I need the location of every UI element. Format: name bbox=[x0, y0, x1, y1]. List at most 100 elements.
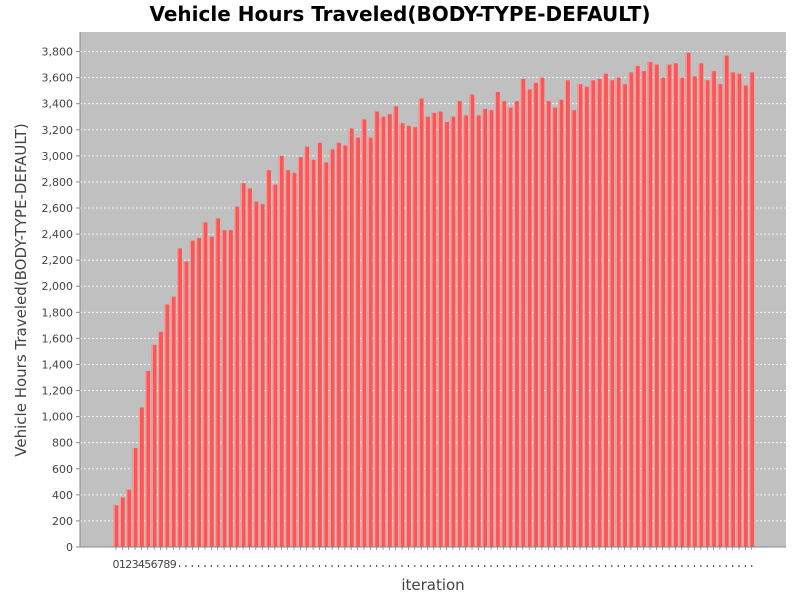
x-tick-label-truncated bbox=[655, 565, 657, 567]
bar bbox=[266, 170, 271, 548]
bar bbox=[533, 82, 538, 548]
y-tick-label: 2,000 bbox=[42, 280, 74, 293]
x-tick-label-truncated bbox=[522, 565, 524, 567]
bars bbox=[113, 52, 755, 548]
bar bbox=[113, 505, 119, 547]
x-tick-label-truncated bbox=[299, 565, 301, 567]
x-tick-label-truncated bbox=[306, 565, 308, 567]
x-tick-label: 3 bbox=[132, 558, 139, 571]
x-tick-label-truncated bbox=[198, 565, 200, 567]
x-tick-label-truncated bbox=[426, 565, 429, 567]
x-tick-label-truncated bbox=[407, 565, 410, 567]
bar bbox=[145, 370, 151, 547]
bar bbox=[355, 137, 360, 547]
x-tick-label-truncated bbox=[223, 565, 225, 567]
bar bbox=[584, 86, 589, 547]
bar bbox=[247, 188, 252, 548]
bar bbox=[507, 107, 513, 548]
bar bbox=[698, 63, 704, 547]
x-tick-label-truncated bbox=[636, 565, 638, 567]
bar bbox=[526, 89, 532, 547]
x-tick-label-truncated bbox=[585, 565, 588, 567]
bar bbox=[272, 184, 278, 547]
bar bbox=[520, 78, 526, 547]
x-tick-label: 1 bbox=[119, 558, 126, 571]
x-tick-label-truncated bbox=[318, 565, 321, 567]
x-tick-label-truncated bbox=[255, 565, 257, 567]
bar bbox=[450, 116, 456, 548]
x-tick-label-truncated bbox=[732, 565, 734, 567]
bar bbox=[622, 84, 627, 547]
x-tick-label-truncated bbox=[623, 565, 626, 567]
y-tick-label: 2,800 bbox=[42, 176, 74, 189]
bar bbox=[469, 94, 475, 547]
x-tick-label-truncated bbox=[401, 565, 403, 567]
x-tick-label-truncated bbox=[369, 565, 371, 567]
x-tick-label-truncated bbox=[420, 565, 422, 567]
bar bbox=[386, 114, 392, 547]
bar bbox=[253, 201, 259, 548]
bar bbox=[406, 125, 411, 548]
x-tick-label-truncated bbox=[662, 565, 664, 567]
bar bbox=[304, 146, 310, 547]
bar bbox=[431, 112, 437, 547]
y-tick-label: 3,200 bbox=[42, 124, 74, 137]
bar bbox=[495, 91, 500, 548]
y-tick-label: 3,000 bbox=[42, 150, 74, 163]
x-tick-label-truncated bbox=[560, 565, 562, 567]
bar bbox=[736, 73, 742, 547]
x-tick-label-truncated bbox=[611, 565, 613, 567]
x-tick-label-truncated bbox=[293, 565, 295, 567]
x-tick-label: 7 bbox=[157, 558, 164, 571]
bar bbox=[151, 344, 157, 547]
x-tick-label-truncated bbox=[376, 565, 378, 567]
x-tick-label-truncated bbox=[344, 565, 346, 567]
y-axis-label: Vehicle Hours Traveled(BODY-TYPE-DEFAULT… bbox=[12, 123, 30, 456]
bar bbox=[653, 64, 659, 547]
bar bbox=[393, 106, 399, 547]
y-tick-label: 1,000 bbox=[42, 411, 74, 424]
x-tick-label-truncated bbox=[598, 565, 600, 567]
bar bbox=[297, 157, 303, 547]
bar bbox=[215, 218, 221, 547]
x-tick-label-truncated bbox=[751, 565, 753, 567]
bar bbox=[545, 101, 551, 548]
bar bbox=[221, 230, 227, 547]
x-tick-label-truncated bbox=[693, 565, 696, 567]
x-tick-label-truncated bbox=[592, 565, 594, 567]
x-tick-label-truncated bbox=[515, 565, 518, 567]
x-tick-label-truncated bbox=[668, 565, 670, 567]
bar bbox=[259, 204, 265, 548]
bar bbox=[412, 127, 418, 547]
x-tick-label-truncated bbox=[242, 565, 244, 567]
x-tick-label-truncated bbox=[604, 565, 607, 567]
bar bbox=[399, 123, 405, 548]
bar bbox=[634, 65, 640, 547]
x-tick-label-truncated bbox=[477, 565, 479, 567]
bar bbox=[342, 145, 348, 548]
bar bbox=[647, 61, 653, 548]
bar bbox=[730, 72, 736, 547]
x-tick-label-truncated bbox=[248, 565, 251, 567]
bar bbox=[126, 489, 132, 547]
x-tick-label-truncated bbox=[433, 565, 435, 567]
bar bbox=[596, 78, 602, 547]
bar bbox=[278, 155, 284, 547]
bar bbox=[437, 111, 443, 547]
bar bbox=[336, 142, 341, 547]
x-tick-label-truncated bbox=[528, 565, 530, 567]
bar bbox=[660, 77, 666, 548]
bar bbox=[132, 447, 138, 547]
bar bbox=[723, 55, 729, 547]
x-tick-label-truncated bbox=[744, 565, 746, 567]
bar bbox=[577, 84, 583, 547]
bar bbox=[717, 84, 723, 547]
y-tick-label: 3,800 bbox=[42, 46, 74, 59]
bar bbox=[463, 115, 469, 547]
bar bbox=[749, 72, 755, 547]
bar bbox=[603, 73, 608, 547]
bar bbox=[552, 107, 558, 548]
x-tick-label-truncated bbox=[649, 565, 651, 567]
bar bbox=[418, 98, 424, 548]
y-tick-label: 800 bbox=[52, 437, 73, 450]
